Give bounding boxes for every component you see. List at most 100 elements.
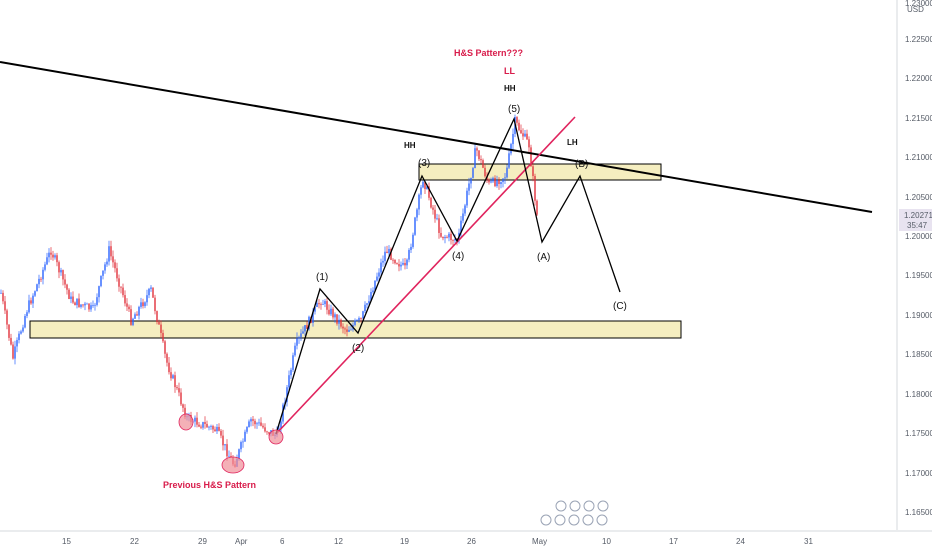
candle-body: [300, 333, 302, 338]
candle-body: [118, 278, 120, 287]
candle-body: [336, 314, 338, 324]
candle-body: [378, 272, 380, 277]
candle-body: [500, 182, 502, 185]
candle-body: [32, 295, 34, 304]
event-markers[interactable]: [540, 500, 609, 526]
current-price-badge: [899, 209, 932, 231]
upper-resistance-zone[interactable]: [418, 163, 662, 181]
x-tick: 29: [198, 537, 207, 546]
candle-body: [490, 181, 492, 183]
event-icon[interactable]: [597, 500, 609, 512]
candle-body: [196, 417, 198, 425]
candle-body: [250, 419, 252, 422]
elliott-wave-path[interactable]: [275, 117, 621, 435]
y-tick: 1.17000: [905, 469, 932, 478]
candle-body: [136, 314, 138, 316]
candle-body: [380, 262, 382, 273]
candle-body: [210, 426, 212, 427]
candle-body: [532, 166, 534, 177]
candle-body: [280, 421, 282, 429]
candle-body: [438, 218, 440, 233]
time-axis[interactable]: 15 22 29 Apr 6 12 19 26 May 10 17 24 31: [0, 530, 932, 546]
event-icon[interactable]: [540, 514, 552, 526]
candle-body: [526, 133, 528, 140]
candle-body: [388, 248, 390, 254]
candle-body: [96, 297, 98, 305]
candle-body: [224, 444, 226, 446]
candle-body: [172, 375, 174, 379]
event-icon[interactable]: [569, 500, 581, 512]
candle-body: [302, 331, 304, 334]
candle-body: [70, 296, 72, 299]
candle-body: [6, 310, 8, 325]
candle-body: [144, 302, 146, 307]
candle-body: [424, 181, 426, 190]
event-icon[interactable]: [596, 514, 608, 526]
left-shoulder-marker: [178, 413, 194, 431]
candle-body: [400, 264, 402, 267]
candle-body: [498, 180, 500, 185]
candle-body: [452, 240, 454, 241]
event-icon[interactable]: [554, 514, 566, 526]
descending-trendline[interactable]: [0, 61, 873, 213]
x-tick: 24: [736, 537, 745, 546]
event-icon[interactable]: [555, 500, 567, 512]
wave-5-label: (5): [508, 104, 520, 115]
wave-2-label: (2): [352, 343, 364, 354]
candle-body: [178, 388, 180, 393]
candle-body: [50, 252, 52, 255]
x-tick: 17: [669, 537, 678, 546]
event-icon[interactable]: [583, 500, 595, 512]
candle-body: [322, 304, 324, 305]
candle-body: [312, 311, 314, 323]
candle-body: [64, 279, 66, 285]
candle-body: [496, 180, 498, 187]
y-tick: 1.19500: [905, 271, 932, 280]
candle-body: [414, 217, 416, 235]
candle-body: [14, 346, 16, 359]
candle-body: [422, 181, 424, 188]
candle-body: [528, 139, 530, 148]
candle-body: [448, 233, 450, 238]
candle-body: [358, 318, 360, 321]
candle-body: [148, 288, 150, 296]
candle-body: [432, 207, 434, 210]
x-tick: 26: [467, 537, 476, 546]
candle-body: [156, 311, 158, 323]
candle-body: [220, 430, 222, 436]
candle-body: [104, 264, 106, 271]
candle-body: [46, 257, 48, 265]
candle-body: [434, 209, 436, 219]
candle-body: [286, 387, 288, 402]
event-icon[interactable]: [582, 514, 594, 526]
candle-body: [248, 421, 250, 428]
y-tick: 1.16500: [905, 508, 932, 517]
candle-body: [470, 177, 472, 184]
candle-body: [164, 341, 166, 354]
candle-body: [180, 392, 182, 405]
candle-body: [130, 309, 132, 325]
candle-body: [0, 292, 2, 294]
candle-body: [212, 426, 214, 430]
candle-body: [40, 278, 42, 280]
candle-body: [454, 239, 456, 241]
candle-body: [442, 236, 444, 239]
candle-body: [10, 337, 12, 345]
price-axis[interactable]: USD 1.16500 1.17000 1.17500 1.18000 1.18…: [896, 0, 932, 530]
candle-body: [520, 130, 522, 134]
currency-label: USD: [907, 5, 924, 14]
candle-body: [386, 251, 388, 254]
y-tick: 1.19000: [905, 311, 932, 320]
candle-body: [398, 263, 400, 267]
candle-body: [502, 178, 504, 183]
candle-body: [334, 314, 336, 318]
candle-body: [162, 332, 164, 342]
candle-body: [62, 270, 64, 280]
candle-body: [524, 133, 526, 137]
candle-body: [128, 306, 130, 310]
event-icon[interactable]: [568, 514, 580, 526]
candle-body: [472, 168, 474, 178]
candle-body: [530, 147, 532, 167]
